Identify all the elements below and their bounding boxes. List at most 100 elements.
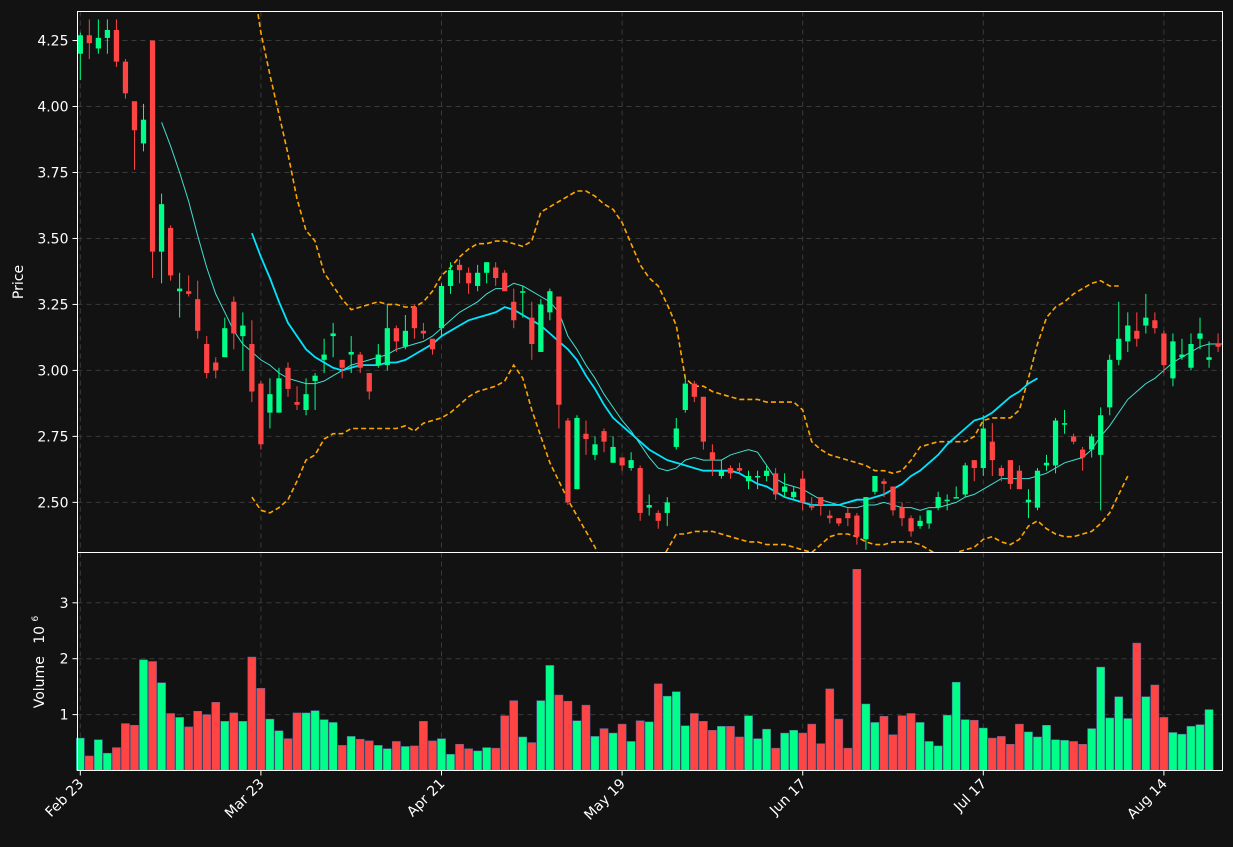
volume-bar (960, 719, 970, 771)
candle (754, 470, 761, 490)
candle-body (511, 301, 517, 321)
candle (1143, 293, 1149, 334)
candle (276, 367, 282, 413)
volume-bar (861, 703, 871, 771)
candle-body (592, 444, 598, 455)
candle-body (736, 468, 743, 471)
candle-body (339, 359, 345, 368)
candle-body (520, 291, 526, 293)
volume-bar (843, 747, 853, 771)
candle (474, 264, 481, 292)
candle-body (1070, 436, 1077, 442)
candle-body (655, 512, 661, 521)
candle (673, 417, 679, 450)
candle-body (700, 396, 706, 442)
candle-body (1089, 436, 1095, 450)
candle (267, 378, 273, 429)
candle (736, 462, 743, 474)
volume-bar (337, 745, 347, 771)
candle-body (294, 402, 300, 405)
volume-tick-label: 2 (60, 652, 69, 668)
candle (447, 262, 454, 294)
candle-body (646, 504, 652, 508)
candle (1034, 468, 1041, 511)
volume-bar (292, 712, 302, 771)
volume-bar (103, 752, 112, 771)
candle-body (718, 470, 725, 476)
candle-body (565, 420, 571, 503)
candle-body (1161, 333, 1167, 366)
volume-bar (834, 718, 844, 771)
candle (240, 312, 246, 371)
candle-body (122, 61, 129, 94)
volume-bar (717, 726, 726, 771)
candle (745, 470, 752, 490)
candle-body (258, 383, 264, 445)
volume-bar (1006, 743, 1015, 771)
volume-bar (355, 738, 365, 771)
candle-body (980, 428, 986, 469)
candle-body (1215, 344, 1221, 347)
candle (1206, 341, 1212, 368)
moving-averages (161, 122, 1223, 511)
volume-bar (653, 683, 663, 771)
candle-body (438, 285, 445, 329)
volume-bar (509, 700, 519, 771)
candle (971, 460, 977, 482)
candles (77, 19, 1221, 550)
volume-bar (789, 730, 798, 771)
volume-bar (554, 694, 564, 771)
candle (1170, 333, 1176, 387)
candle (664, 497, 670, 527)
volume-bar (1168, 732, 1178, 771)
candle-body (465, 272, 472, 284)
volume-bar (536, 700, 546, 771)
candle (628, 452, 634, 471)
volume-bar (328, 722, 338, 771)
volume-bar (184, 726, 193, 771)
candle (1215, 333, 1221, 352)
candle (646, 494, 652, 516)
candle (131, 101, 138, 170)
candle-body (998, 468, 1004, 476)
candle (1134, 312, 1140, 347)
candle (258, 380, 264, 450)
candle-body (926, 510, 932, 524)
volume-bar (816, 743, 826, 771)
candle-body (890, 486, 896, 511)
volume-bar (1177, 733, 1187, 771)
candle (438, 283, 445, 337)
candle (186, 275, 192, 297)
volume-bar (85, 755, 94, 771)
volume-bar (1105, 717, 1115, 771)
candle-body (195, 299, 201, 331)
candle (411, 304, 418, 339)
candle-body (140, 119, 147, 144)
candle (348, 336, 354, 374)
candle (95, 19, 101, 54)
volume-bar (635, 720, 645, 771)
volume-bar (401, 746, 410, 771)
volume-bar (121, 723, 130, 771)
volume-bar (1051, 739, 1060, 771)
candle (285, 362, 291, 397)
price-tick-label: 2.50 (37, 495, 68, 511)
volume-bar (825, 688, 835, 771)
volume-bar (166, 713, 175, 771)
volume-bar (933, 745, 943, 771)
volume-bar (617, 723, 627, 771)
candle-body (899, 507, 905, 519)
candle-body (836, 518, 842, 524)
candle-body (872, 475, 878, 492)
candle-body (601, 431, 607, 442)
price-tick-label: 3.50 (37, 231, 68, 247)
volume-bar (473, 750, 482, 771)
volume-bar (373, 745, 383, 771)
volume-bar (662, 695, 672, 771)
candle-body (493, 267, 499, 279)
volume-bar (572, 720, 582, 771)
candle (782, 473, 788, 498)
volume-bar (671, 691, 681, 771)
